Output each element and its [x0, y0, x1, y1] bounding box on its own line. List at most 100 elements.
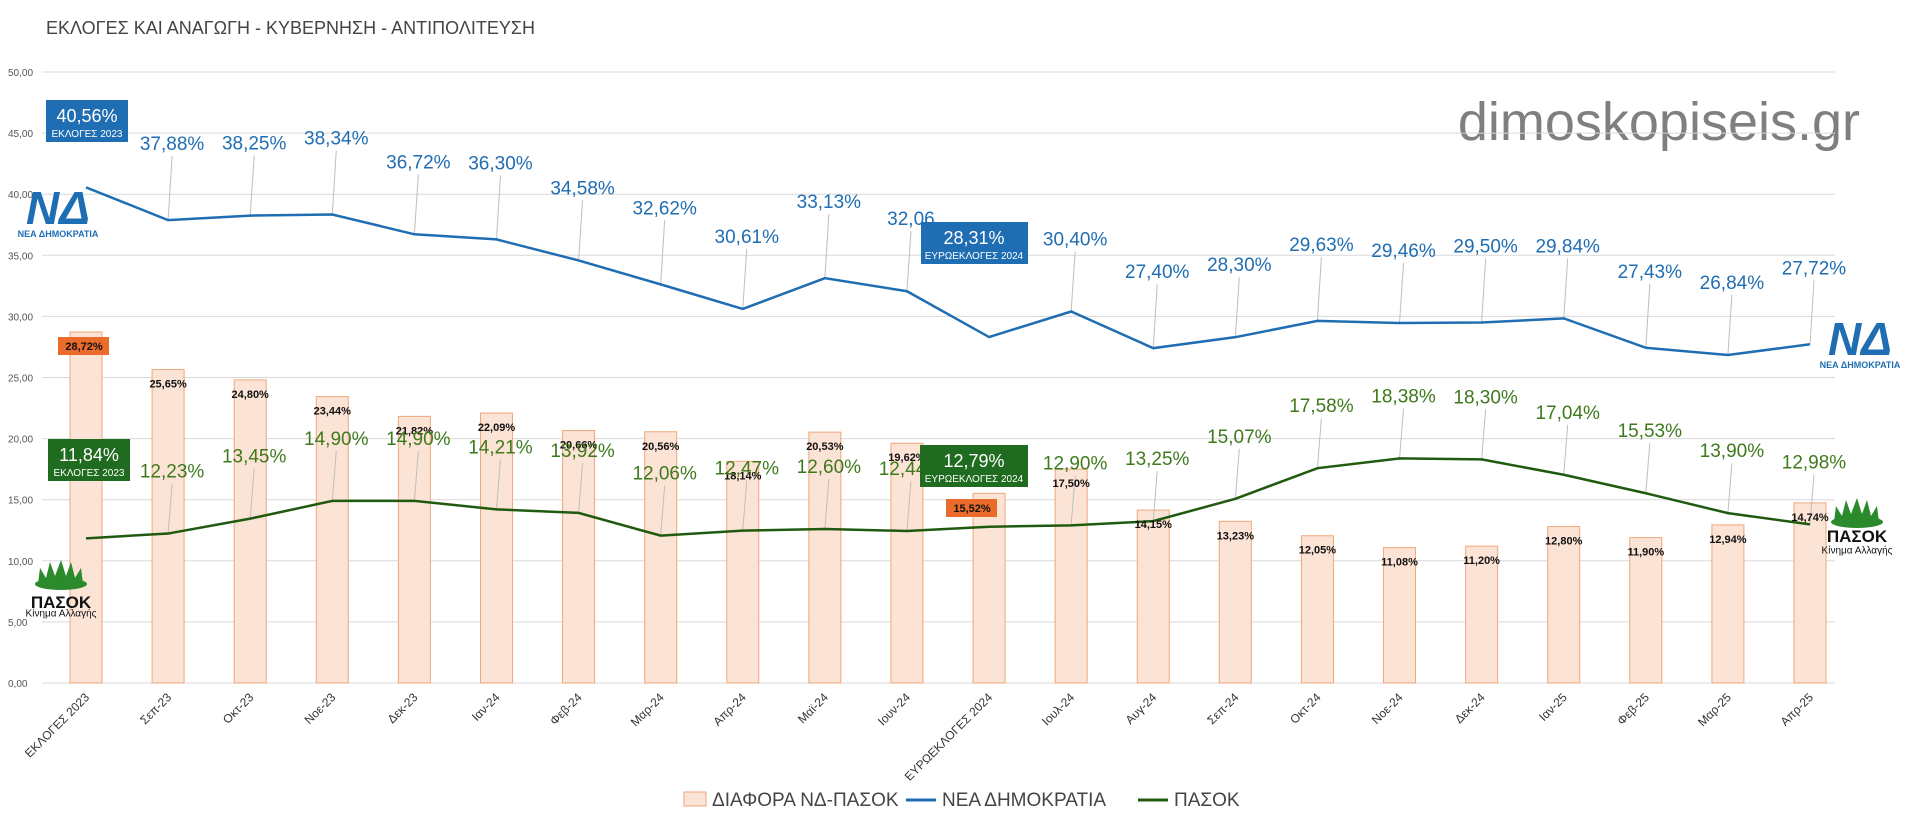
bar — [972, 492, 1006, 684]
leader-line — [1563, 258, 1569, 319]
pasok-line — [85, 457, 1811, 540]
bar — [315, 396, 349, 684]
callout-diff-euro-box — [946, 499, 997, 517]
bar — [397, 415, 431, 684]
nd-label: 27,72% — [1782, 258, 1847, 279]
leader-line — [578, 462, 584, 513]
pasok-label: 12,90% — [1043, 453, 1108, 474]
line-series — [85, 186, 1811, 540]
leader-line — [742, 248, 748, 309]
y-tick-label: 25,00 — [8, 374, 33, 385]
leader-line — [1645, 443, 1651, 494]
callout-nd-euro-value: 28,31% — [943, 228, 1004, 248]
callout-nd-election-value: 40,56% — [56, 106, 117, 126]
bar-label: 23,44% — [314, 406, 352, 418]
bar — [1793, 502, 1827, 684]
bar — [562, 430, 596, 684]
nd-label: 33,13% — [797, 192, 862, 213]
pasok-logo-mark-right: ΠΑΣΟΚ — [1827, 527, 1888, 546]
bar — [479, 412, 513, 684]
pasok-label: 15,07% — [1207, 427, 1272, 448]
pasok-logo-mark: ΠΑΣΟΚ — [31, 593, 92, 612]
nd-label: 37,88% — [140, 134, 205, 155]
leader-line — [1399, 262, 1405, 324]
callout-pasok-election-sub: ΕΚΛΟΓΕΣ 2023 — [54, 468, 125, 479]
nd-label: 29,46% — [1371, 241, 1436, 262]
leader-line — [742, 480, 748, 531]
leader-line — [167, 156, 173, 221]
bar-label: 17,50% — [1052, 478, 1090, 490]
leader-line — [1234, 448, 1240, 499]
nd-label: 27,40% — [1125, 262, 1190, 283]
leader-line — [495, 175, 501, 240]
pasok-label: 13,25% — [1125, 449, 1190, 470]
legend-label-pasok: ΠΑΣΟΚ — [1174, 790, 1240, 811]
callout-diff-election: 28,72% — [58, 337, 109, 355]
pasok-label: 13,45% — [222, 447, 287, 468]
bar-series — [69, 331, 1827, 684]
bar-label: 24,80% — [232, 389, 270, 401]
leader-line — [413, 450, 419, 501]
pasok-sun-icon-right — [1834, 498, 1879, 522]
pasok-label: 18,30% — [1453, 387, 1518, 408]
y-axis: 0,00 5,00 10,00 15,00 20,00 25,00 30,00 35,00 40… — [8, 68, 33, 690]
bar-label: 12,05% — [1299, 545, 1337, 557]
callout-diff-election-value: 28,72% — [65, 341, 103, 353]
nd-label: 30,40% — [1043, 230, 1108, 251]
leader-line — [1152, 284, 1158, 349]
label-leader-lines — [167, 150, 1815, 536]
callout-nd-election: 40,56% ΕΚΛΟΓΕΣ 2023 — [46, 100, 128, 142]
nd-line — [85, 186, 1811, 357]
bar-label: 20,53% — [806, 441, 844, 453]
bar — [726, 460, 760, 684]
nd-logo-right: ΝΔ ΝΕΑ ΔΗΜΟΚΡΑΤΙΑ — [1820, 313, 1901, 370]
nd-label: 29,84% — [1535, 236, 1600, 257]
pasok-sun-base — [35, 578, 87, 590]
bar-label: 12,94% — [1709, 534, 1747, 546]
data-labels: 25,65% 24,80% 23,44% 21,82% 22,09% 20,66% 20,5… — [140, 128, 1846, 568]
bar — [1629, 537, 1663, 684]
bar — [890, 442, 924, 684]
leader-line — [1152, 471, 1158, 522]
pasok-label: 18,38% — [1371, 386, 1436, 407]
leader-line — [1070, 251, 1076, 312]
bar — [1383, 547, 1417, 684]
bar-label: 14,15% — [1135, 519, 1173, 531]
leader-line — [1727, 463, 1733, 514]
bar-label: 14,74% — [1791, 512, 1829, 524]
y-tick-label: 0,00 — [8, 679, 28, 690]
pasok-sun-base-right — [1831, 516, 1883, 528]
pasok-label: 12,06% — [632, 464, 697, 485]
nd-label: 29,50% — [1453, 237, 1518, 258]
pasok-label: 15,53% — [1618, 421, 1683, 442]
callout-diff-euro: 15,52% — [946, 499, 997, 517]
leader-line — [824, 214, 830, 279]
bar-label: 18,14% — [724, 470, 762, 482]
callout-pasok-euro: 12,79% ΕΥΡΩΕΚΛΟΓΕΣ 2024 — [920, 445, 1028, 487]
pasok-label: 17,58% — [1289, 396, 1354, 417]
pasok-logo-caption: Κίνημα Αλλαγής — [26, 607, 97, 619]
leader-line — [1809, 280, 1815, 345]
bar — [1218, 520, 1252, 684]
leader-line — [1481, 258, 1487, 323]
nd-label: 26,84% — [1700, 273, 1765, 294]
pasok-logo-left: ΠΑΣΟΚ Κίνημα Αλλαγής — [26, 560, 97, 619]
y-tick-label: 20,00 — [8, 435, 33, 446]
bar-label: 11,08% — [1381, 557, 1418, 569]
callout-nd-election-sub: ΕΚΛΟΓΕΣ 2023 — [52, 129, 123, 140]
leader-line — [660, 485, 666, 536]
leader-line — [1070, 475, 1076, 526]
bar — [1711, 524, 1745, 684]
legend-label-nd: ΝΕΑ ΔΗΜΟΚΡΑΤΙΑ — [942, 790, 1106, 811]
leader-line — [660, 220, 666, 285]
legend: ΔΙΑΦΟΡΑ ΝΔ-ΠΑΣΟΚ ΝΕΑ ΔΗΜΟΚΡΑΤΙΑ ΠΑΣΟΚ — [683, 790, 1240, 811]
leader-line — [1234, 277, 1240, 338]
pasok-label: 14,90% — [304, 429, 369, 450]
nd-label: 29,63% — [1289, 235, 1354, 256]
leader-line — [1399, 408, 1405, 459]
leader-line — [495, 459, 501, 510]
y-tick-label: 15,00 — [8, 496, 33, 507]
leader-line — [1481, 409, 1487, 460]
pasok-label: 14,90% — [386, 429, 451, 450]
